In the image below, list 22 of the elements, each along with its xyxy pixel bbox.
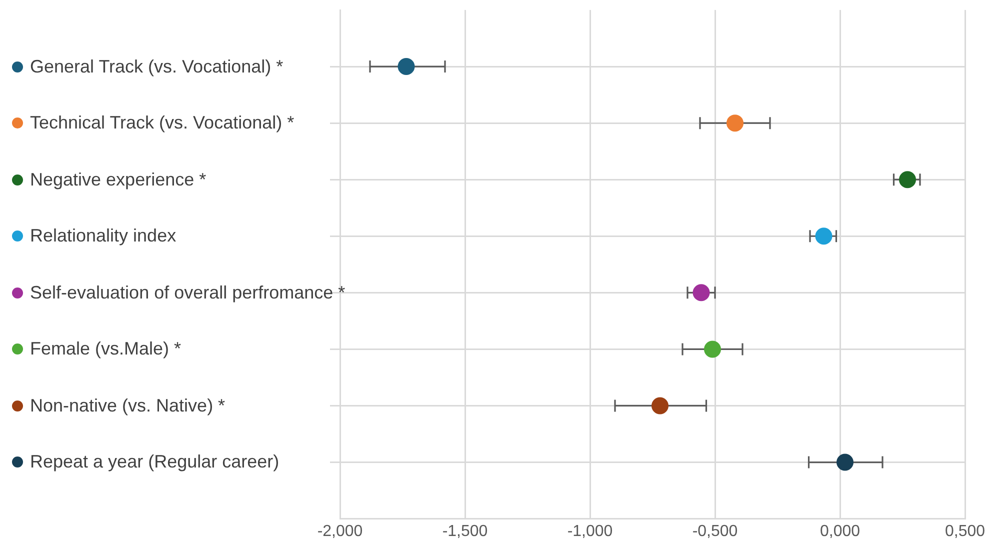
x-tick-label: 0,500 [944, 522, 986, 540]
x-tick-label: -1,000 [567, 522, 613, 540]
x-tick-label: -2,000 [317, 522, 363, 540]
point [652, 397, 668, 414]
point [692, 284, 710, 302]
legend-label: General Track (vs. Vocational) * [30, 56, 284, 78]
point [836, 454, 854, 471]
point [398, 58, 415, 76]
legend-label: Repeat a year (Regular career) [30, 452, 280, 473]
x-tick-label: 0,000 [820, 522, 860, 540]
legend-label: Negative experience * [30, 169, 206, 190]
legend-label: Self-evaluation of overall perfromance * [30, 282, 346, 304]
legend-label: Non-native (vs. Native) * [30, 395, 226, 416]
x-tick-label: -0,500 [692, 522, 738, 540]
point [899, 171, 916, 188]
legend-label: Relationality index [30, 226, 176, 247]
point [704, 340, 721, 358]
legend-label: Female (vs.Male) * [30, 338, 182, 360]
point [815, 228, 832, 245]
point [726, 114, 744, 132]
x-tick-label: -1,500 [442, 522, 488, 540]
legend-label: Technical Track (vs. Vocational) * [30, 112, 294, 134]
